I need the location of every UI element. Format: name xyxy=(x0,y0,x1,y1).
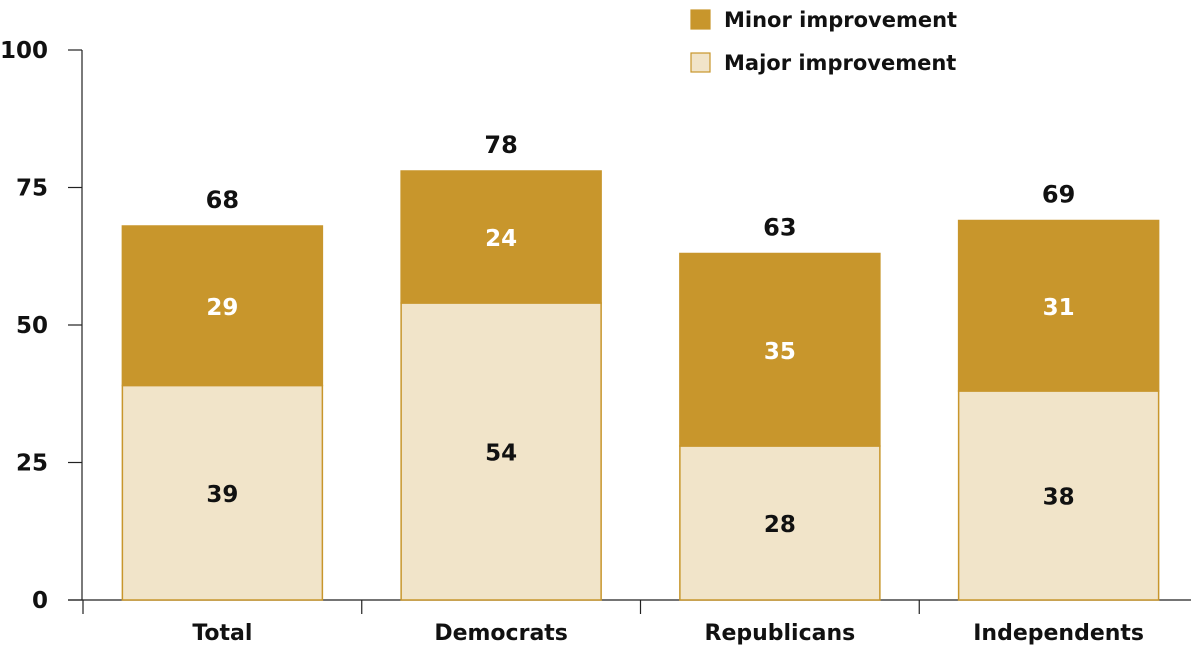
bar-segment xyxy=(957,219,1160,392)
segment-value-label: 39 xyxy=(206,482,238,508)
x-axis: Total Democrats Republicans Independents xyxy=(68,599,1191,645)
segment-value-label: 24 xyxy=(485,226,517,252)
x-category-label: Independents xyxy=(973,621,1144,645)
legend-swatch xyxy=(690,9,711,30)
segment-value-label: 28 xyxy=(764,512,796,538)
y-axis: 0 25 50 75 100 xyxy=(0,38,83,614)
bar-segment xyxy=(957,390,1160,601)
x-category-label: Total xyxy=(192,621,252,645)
x-category-label: Democrats xyxy=(434,621,568,645)
x-category-label: Republicans xyxy=(705,621,856,645)
bar-segment xyxy=(121,384,324,601)
y-tick-label: 100 xyxy=(0,38,48,64)
bar-total-label: 63 xyxy=(763,214,796,242)
bar-segment xyxy=(400,170,602,304)
legend-label: Minor improvement xyxy=(724,8,957,32)
legend-label: Major improvement xyxy=(724,51,956,75)
bar-segment xyxy=(400,302,602,601)
y-tick-label: 25 xyxy=(16,451,48,477)
bar-total-label: 78 xyxy=(484,131,517,159)
legend: Minor improvement Major improvement xyxy=(690,8,957,75)
bars: 39 29 68 54 24 78 28 35 63 38 31 69 xyxy=(121,131,1160,601)
y-tick-label: 0 xyxy=(32,588,48,614)
y-tick-label: 75 xyxy=(16,176,48,202)
segment-value-label: 54 xyxy=(485,441,517,467)
segment-value-label: 38 xyxy=(1043,485,1075,511)
bar-segment xyxy=(679,252,881,447)
segment-value-label: 31 xyxy=(1043,295,1075,321)
segment-value-label: 29 xyxy=(206,295,238,321)
y-tick-label: 50 xyxy=(16,313,48,339)
bar-total-label: 69 xyxy=(1042,181,1075,209)
bar-segment xyxy=(121,225,324,387)
segment-value-label: 35 xyxy=(764,339,796,365)
bar-total-label: 68 xyxy=(206,186,239,214)
bar-segment xyxy=(679,445,881,601)
legend-swatch xyxy=(690,52,711,73)
